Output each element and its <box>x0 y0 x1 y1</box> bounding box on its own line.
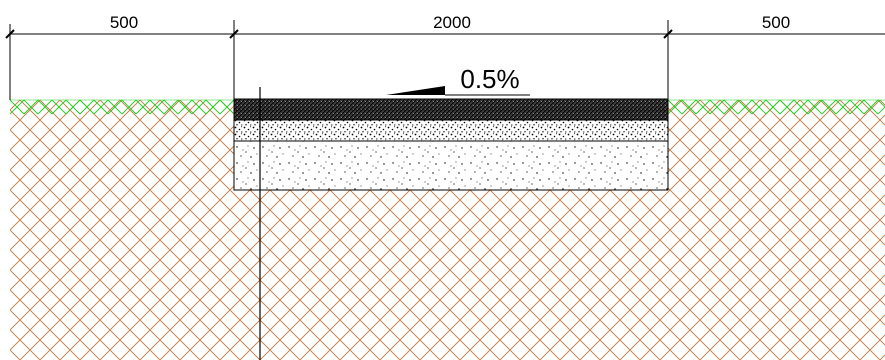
slope-arrow-icon <box>386 86 445 95</box>
dim-center-label: 2000 <box>433 13 471 32</box>
base-course-layer <box>233 119 669 142</box>
dimension-line <box>5 20 885 100</box>
soil-right <box>668 100 885 360</box>
subbase-layer <box>233 140 669 191</box>
asphalt-layer <box>233 98 669 121</box>
grass-right <box>667 99 885 115</box>
grass-left <box>9 99 235 115</box>
dim-right-label: 500 <box>762 13 790 32</box>
soil-below-pavement <box>234 190 668 360</box>
slope-label: 0.5% <box>460 64 519 94</box>
soil-left <box>10 100 234 360</box>
dim-left-label: 500 <box>110 13 138 32</box>
